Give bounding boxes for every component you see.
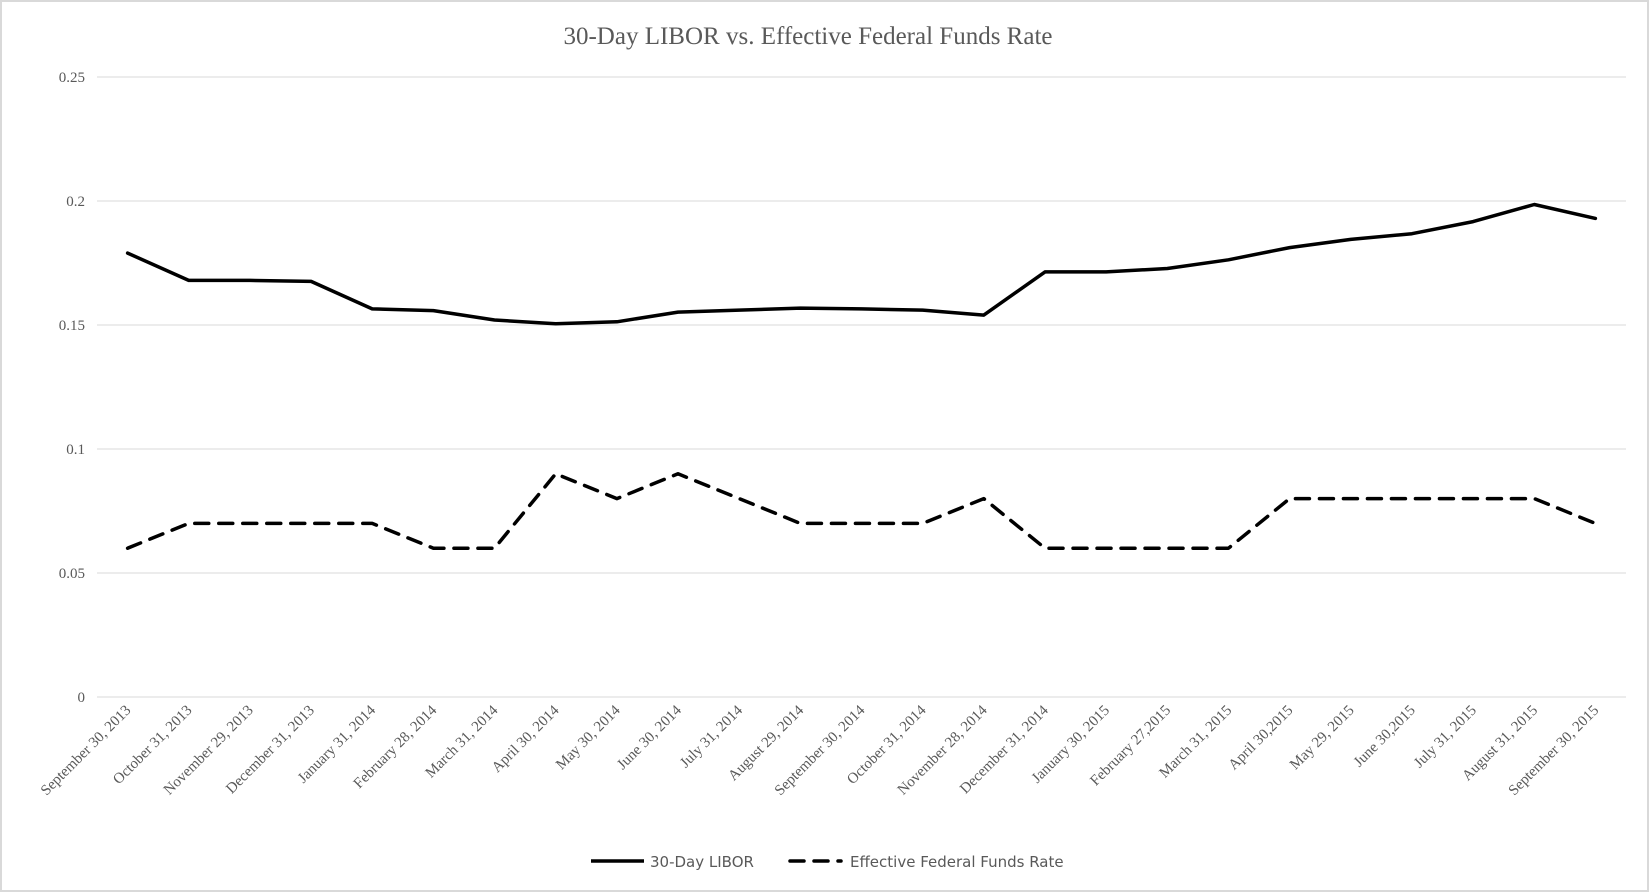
y-tick-label: 0 bbox=[78, 690, 86, 706]
legend-label-ffr: Effective Federal Funds Rate bbox=[850, 853, 1064, 871]
x-tick-label: June 30, 2014 bbox=[614, 702, 685, 773]
libor-series-line bbox=[125, 202, 1598, 326]
x-tick-label: July 31, 2015 bbox=[1411, 703, 1480, 772]
chart-title: 30-Day LIBOR vs. Effective Federal Funds… bbox=[563, 23, 1052, 50]
y-tick-label: 0.1 bbox=[66, 442, 85, 458]
y-tick-label: 0.05 bbox=[59, 566, 85, 582]
y-tick-label: 0.25 bbox=[59, 70, 85, 86]
legend-item-libor: 30-Day LIBOR bbox=[591, 853, 754, 871]
ffr-series-line bbox=[125, 472, 1598, 550]
x-tick-label: May 30, 2014 bbox=[553, 702, 624, 773]
gridlines bbox=[97, 76, 1626, 698]
series-lines bbox=[125, 202, 1598, 550]
y-tick-label: 0.15 bbox=[59, 318, 85, 334]
legend-item-ffr: Effective Federal Funds Rate bbox=[788, 853, 1064, 871]
y-tick-label: 0.2 bbox=[66, 194, 85, 210]
legend: 30-Day LIBOR Effective Federal Funds Rat… bbox=[591, 853, 1064, 871]
legend-label-libor: 30-Day LIBOR bbox=[650, 853, 754, 871]
y-axis-tick-labels: 0 0.05 0.1 0.15 0.2 0.25 bbox=[59, 70, 85, 706]
x-tick-label: June 30,2015 bbox=[1351, 703, 1419, 771]
x-tick-label: July 31, 2014 bbox=[677, 702, 746, 771]
x-tick-label: May 29, 2015 bbox=[1287, 703, 1358, 774]
x-tick-label: April 30,2015 bbox=[1226, 703, 1297, 774]
